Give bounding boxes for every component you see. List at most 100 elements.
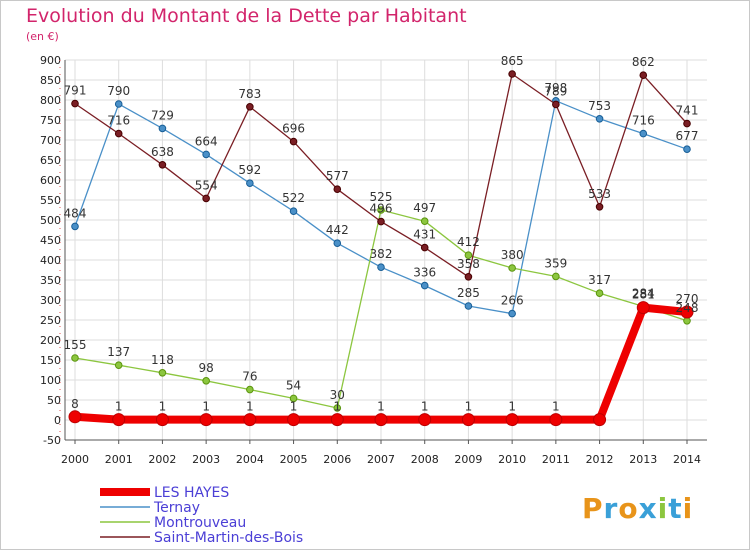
y-tick-label: 250 <box>40 314 61 327</box>
brand-text: Proxiti <box>582 492 693 525</box>
data-label: 336 <box>413 266 436 280</box>
data-label: 638 <box>151 145 174 159</box>
data-point <box>683 145 691 153</box>
data-label: 1 <box>115 400 123 414</box>
data-label: 1 <box>508 400 516 414</box>
data-point <box>593 413 607 427</box>
data-point <box>243 413 257 427</box>
data-point <box>374 413 388 427</box>
brand-letter: i <box>683 492 694 525</box>
data-label: 30 <box>330 388 345 402</box>
data-point <box>68 410 82 424</box>
brand-letter: x <box>639 492 658 525</box>
data-label: 266 <box>501 294 524 308</box>
data-point <box>420 217 429 225</box>
legend: LES HAYESTernayMontrouveauSaint-Martin-d… <box>100 485 303 546</box>
data-point <box>199 413 213 427</box>
x-tick-label: 2005 <box>280 453 308 466</box>
y-tick-label: 750 <box>40 114 61 127</box>
y-tick-label: 50 <box>47 394 61 407</box>
data-label: 484 <box>64 206 87 220</box>
y-tick-label: 850 <box>40 74 61 87</box>
y-tick-label: 350 <box>40 274 61 287</box>
data-point <box>636 301 650 315</box>
data-point <box>377 206 385 214</box>
brand-logo: Proxiti <box>582 492 693 525</box>
data-point <box>377 263 385 272</box>
y-tick-label: 400 <box>40 254 61 267</box>
x-tick-label: 2007 <box>367 453 395 466</box>
data-point <box>595 289 604 298</box>
data-point <box>330 413 344 427</box>
y-tick-label: 650 <box>40 154 61 167</box>
data-point <box>202 377 210 385</box>
data-point <box>639 71 648 79</box>
data-label: 1 <box>465 400 473 414</box>
data-label: 1 <box>377 400 385 414</box>
data-point <box>246 103 254 111</box>
data-point <box>505 413 519 427</box>
data-point <box>420 243 429 252</box>
x-tick-label: 2014 <box>673 453 701 466</box>
data-point <box>114 100 123 108</box>
data-label: 862 <box>632 55 655 69</box>
data-label: 76 <box>242 370 257 384</box>
x-tick-label: 2004 <box>236 453 264 466</box>
data-point <box>552 100 560 109</box>
data-point <box>377 217 385 226</box>
data-label: 1 <box>290 400 298 414</box>
y-tick-label: 800 <box>40 94 61 107</box>
y-tick-label: 600 <box>40 174 61 187</box>
series-layer <box>68 70 694 427</box>
data-label: 798 <box>544 81 567 95</box>
data-label: 716 <box>632 114 655 128</box>
y-tick-label: 0 <box>54 414 61 427</box>
data-point <box>112 413 126 427</box>
data-label: 696 <box>282 122 305 136</box>
data-label: 790 <box>107 84 130 98</box>
data-label: 270 <box>676 292 699 306</box>
data-point <box>155 413 169 427</box>
data-label: 789 <box>544 84 567 98</box>
brand-letter: P <box>582 492 604 525</box>
data-label: 783 <box>238 87 261 101</box>
data-point <box>595 203 604 211</box>
data-label: 431 <box>413 228 436 242</box>
data-point <box>683 119 691 128</box>
data-point <box>289 137 298 146</box>
data-label: 753 <box>588 99 611 113</box>
y-tick-label: 550 <box>40 194 61 207</box>
series-saint-martin-des-bois <box>71 70 691 281</box>
x-tick-label: 2011 <box>542 453 570 466</box>
y-tick-label: 900 <box>40 54 61 67</box>
data-point <box>552 272 560 281</box>
data-point <box>418 413 432 427</box>
brand-letter: t <box>668 492 682 525</box>
y-tick-label: 700 <box>40 134 61 147</box>
data-label: 554 <box>195 178 218 192</box>
chart-subtitle: (en €) <box>26 30 59 43</box>
data-point <box>508 264 516 272</box>
y-tick-label: 200 <box>40 334 61 347</box>
data-label: 380 <box>501 248 524 262</box>
data-label: 137 <box>107 345 130 359</box>
y-tick-label: 100 <box>40 374 61 387</box>
data-label: 412 <box>457 235 480 249</box>
data-point <box>464 302 473 310</box>
x-tick-label: 2013 <box>629 453 657 466</box>
data-label: 1 <box>202 400 210 414</box>
data-label: 664 <box>195 134 218 148</box>
data-point <box>508 70 516 78</box>
data-point <box>71 354 79 362</box>
data-label: 98 <box>199 361 214 375</box>
data-label: 716 <box>107 114 130 128</box>
y-tick-label: -50 <box>43 434 61 447</box>
data-point <box>289 207 298 215</box>
x-tick-label: 2003 <box>192 453 220 466</box>
data-point <box>461 413 475 427</box>
data-label: 729 <box>151 108 174 122</box>
legend-label: Montrouveau <box>154 515 246 531</box>
